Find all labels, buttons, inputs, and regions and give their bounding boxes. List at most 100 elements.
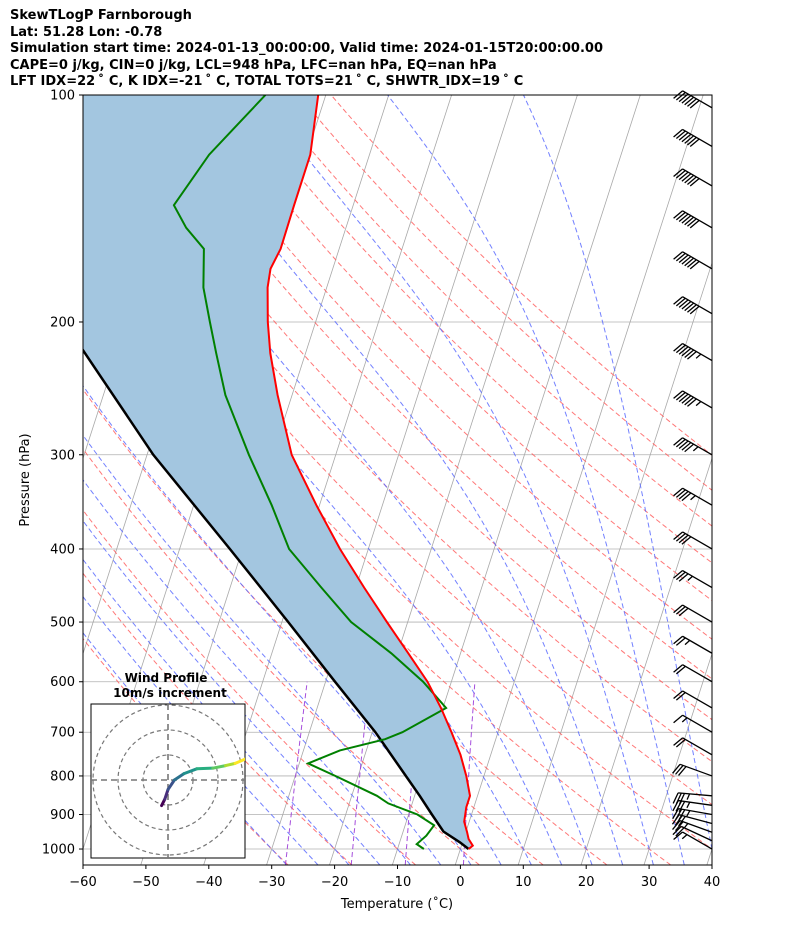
inset-subtitle: 10m/s increment [113, 686, 227, 700]
dry-adiabat [83, 448, 480, 865]
isotherm [454, 95, 704, 865]
x-tick-label: 0 [456, 875, 464, 890]
moist-adiabat [83, 520, 381, 865]
y-tick-label: 700 [50, 726, 75, 741]
wind-barb [673, 296, 713, 315]
times-line: Simulation start time: 2024-01-13_00:00:… [10, 41, 603, 56]
wind-barb [672, 825, 713, 842]
wind-barb [673, 487, 713, 506]
indices-line: LFT IDX=22 ˚ C, K IDX=-21 ˚ C, TOTAL TOT… [10, 74, 524, 89]
y-tick-label: 100 [50, 89, 75, 104]
temperature-line [266, 95, 475, 850]
dry-adiabat [83, 113, 712, 763]
wind-barb [673, 342, 713, 362]
wind-barb [673, 831, 713, 850]
wind-barb [671, 814, 713, 827]
dry-adiabat [200, 95, 712, 602]
y-tick-label: 300 [50, 448, 75, 463]
dry-adiabat [102, 95, 712, 721]
dewpoint-line [172, 95, 448, 850]
moist-adiabat [83, 479, 411, 865]
header: SkewTLogP Farnborough Lat: 51.28 Lon: -0… [10, 8, 603, 91]
wind-barb [673, 604, 713, 623]
hodograph-segment [182, 767, 199, 776]
hodograph-segment [166, 778, 176, 792]
mixing-ratio-line [284, 681, 308, 865]
hodograph-segment [233, 757, 245, 765]
hodograph-segment [163, 788, 170, 801]
wind-barb [673, 635, 713, 654]
dry-adiabat [83, 572, 353, 865]
wind-barb [673, 251, 713, 270]
x-tick-label: −50 [132, 875, 159, 890]
x-tick-label: 20 [578, 875, 595, 890]
y-axis-label: Pressure (hPa) [18, 433, 33, 526]
y-tick-label: 800 [50, 769, 75, 784]
wind-barbs [671, 90, 713, 850]
wind-barb [673, 168, 713, 187]
y-axis-ticks: 100 200 300 400 500 600 700 800 900 1000 [42, 89, 83, 858]
inset-title: Wind Profile [125, 671, 208, 685]
moist-adiabat [257, 95, 654, 865]
isotherm [266, 95, 515, 865]
moist-adiabat [158, 95, 624, 865]
wind-barb [672, 807, 713, 821]
moist-adiabat [83, 434, 442, 865]
wind-barb [673, 531, 713, 550]
dry-adiabat [167, 95, 712, 640]
wind-barb [673, 690, 713, 709]
y-tick-label: 1000 [42, 843, 75, 858]
wind-barb [673, 664, 713, 683]
y-tick-label: 600 [50, 675, 75, 690]
wind-barb [673, 437, 713, 456]
moist-adiabat [83, 558, 350, 865]
isotherm [0, 95, 74, 865]
x-axis-label: Temperature (˚C) [340, 896, 453, 912]
x-tick-label: 30 [641, 875, 658, 890]
isotherm [580, 457, 712, 865]
hodograph-segment [172, 772, 186, 782]
x-tick-label: 10 [515, 875, 532, 890]
dry-adiabat [233, 95, 712, 564]
moist-adiabat [523, 95, 712, 852]
wind-barb [673, 390, 713, 409]
chart-title: SkewTLogP Farnborough [10, 8, 192, 23]
wind-barb [673, 714, 713, 733]
x-tick-label: −20 [321, 875, 348, 890]
wind-barb [673, 210, 713, 229]
moist-adiabat [84, 95, 593, 865]
dry-adiabat [83, 388, 544, 865]
wind-barb [673, 90, 713, 109]
x-tick-label: −60 [69, 875, 96, 890]
dry-adiabat [135, 95, 712, 680]
parcel-line [83, 348, 470, 850]
wind-barb [673, 737, 713, 756]
cape-cin-shading [83, 95, 473, 849]
x-tick-label: −30 [258, 875, 285, 890]
params-line: CAPE=0 j/kg, CIN=0 j/kg, LCL=948 hPa, LF… [10, 57, 497, 73]
isotherm [0, 95, 11, 865]
profile-lines [83, 95, 475, 850]
hodograph-segment [211, 764, 228, 770]
x-axis-ticks: −60 −50 −40 −30 −20 −10 0 10 20 30 40 [69, 865, 720, 890]
wind-barb [673, 128, 713, 148]
hodograph-segment [195, 766, 215, 771]
wind-barb [672, 792, 713, 805]
wind-barb [672, 799, 713, 813]
dry-adiabat [330, 95, 712, 456]
isotherm [329, 95, 578, 865]
x-tick-label: −40 [195, 875, 222, 890]
hodograph-inset: Wind Profile 10m/s increment [90, 671, 246, 859]
x-tick-label: 40 [704, 875, 721, 890]
wind-barb [673, 569, 713, 589]
moist-adiabat-lines [83, 95, 712, 865]
wind-barb [672, 763, 713, 777]
y-tick-label: 500 [50, 616, 75, 631]
y-tick-label: 900 [50, 808, 75, 823]
location-line: Lat: 51.28 Lon: -0.78 [10, 24, 163, 40]
isotherm [517, 261, 712, 865]
hodograph-segment [224, 761, 237, 768]
dry-adiabat [83, 509, 416, 865]
moist-adiabat [83, 595, 319, 865]
